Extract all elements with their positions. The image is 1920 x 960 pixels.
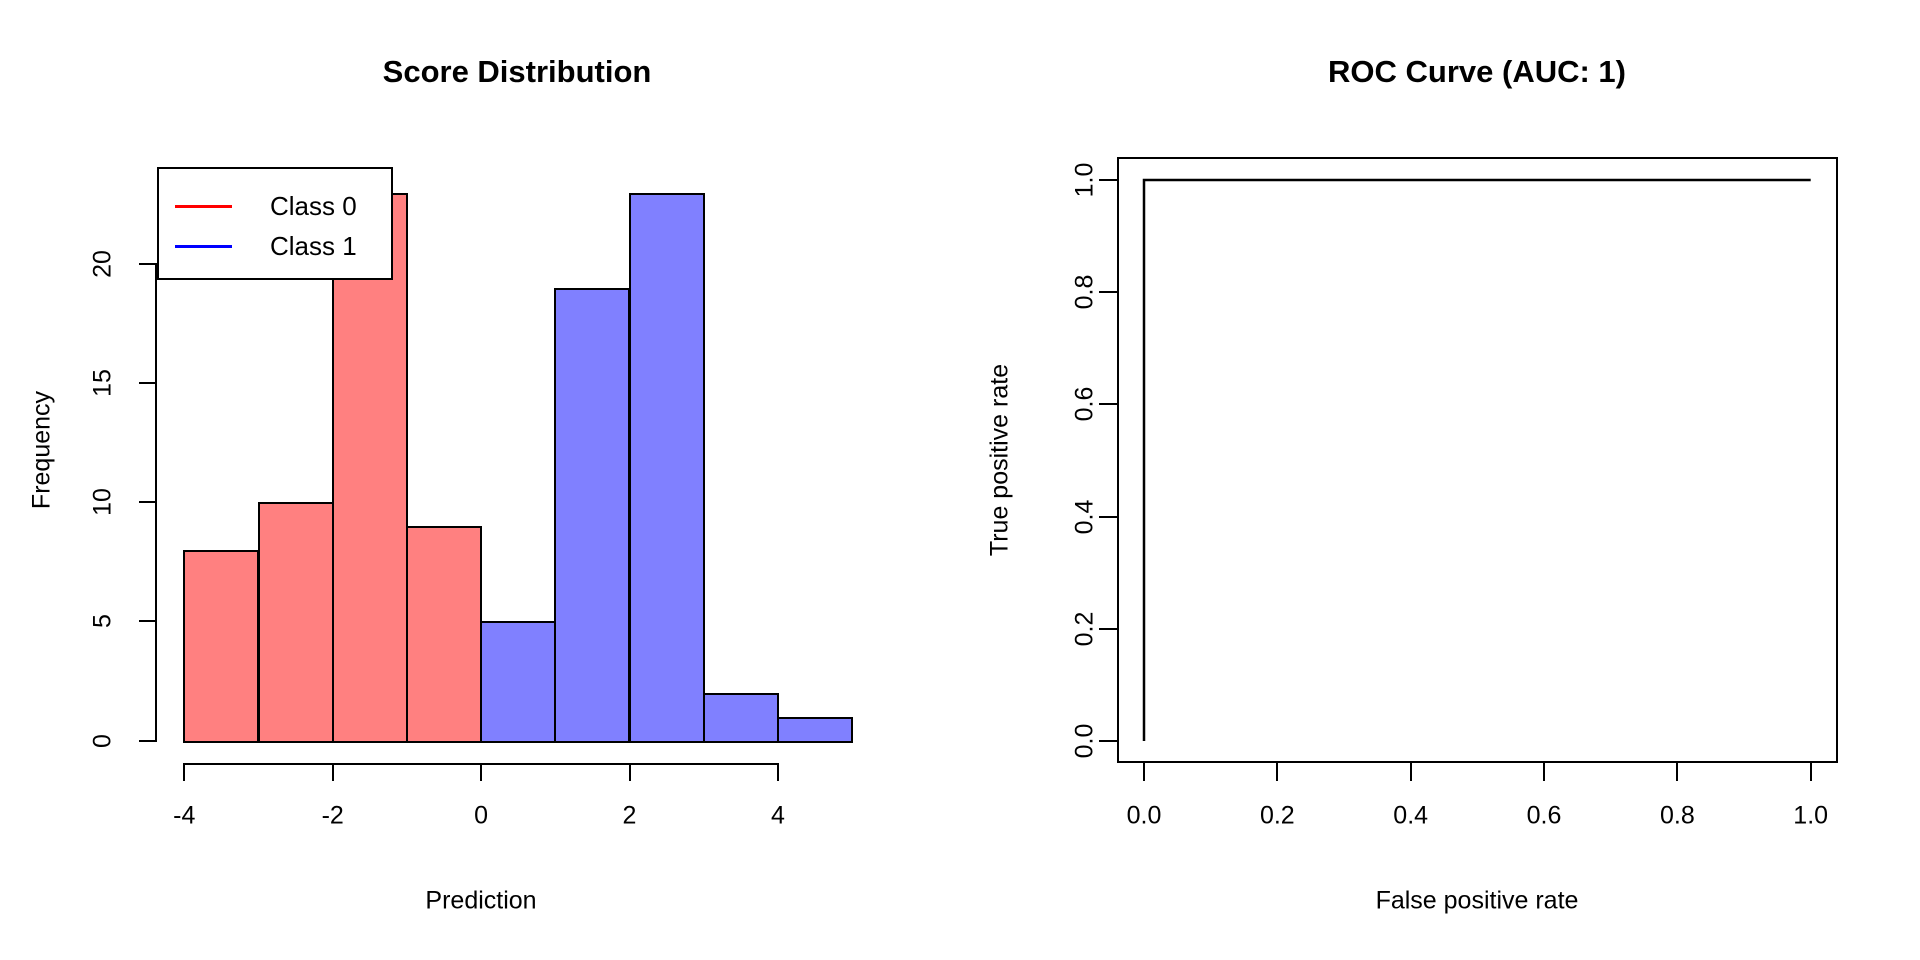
- right-plot-title: ROC Curve (AUC: 1): [1328, 54, 1626, 89]
- left-y-tick: [139, 620, 157, 623]
- right-y-tick: [1099, 403, 1117, 406]
- left-x-tick: [331, 763, 334, 781]
- left-x-tick: [480, 763, 483, 781]
- left-y-tick: [139, 263, 157, 265]
- right-x-tick-label: 1.0: [1793, 801, 1829, 830]
- right-x-tick-label: 0.8: [1659, 801, 1695, 830]
- left-plot-title: Score Distribution: [382, 54, 652, 89]
- right-x-tick-label: 0.2: [1259, 801, 1295, 830]
- legend-label-class0: Class 0: [270, 190, 357, 221]
- left-x-axis-label: Prediction: [425, 886, 537, 915]
- right-y-tick: [1099, 627, 1117, 630]
- left-x-tick: [628, 763, 631, 781]
- left-x-tick-label: 4: [770, 801, 785, 830]
- left-x-tick-label: 2: [622, 801, 637, 830]
- legend: Class 0 Class 1: [157, 167, 393, 280]
- right-x-tick: [1409, 763, 1412, 781]
- left-x-tick: [776, 763, 779, 781]
- right-x-tick: [1143, 763, 1145, 781]
- right-x-axis-label: False positive rate: [1375, 886, 1579, 915]
- right-y-tick: [1099, 291, 1117, 294]
- legend-item-class0: Class 0: [159, 186, 391, 226]
- class0-line-swatch: [175, 204, 232, 208]
- right-x-tick-label: 0.6: [1526, 801, 1562, 830]
- class1-line-swatch: [175, 244, 232, 248]
- right-x-tick-label: 0.4: [1393, 801, 1429, 830]
- legend-label-class1: Class 1: [270, 230, 357, 261]
- left-y-tick: [139, 382, 157, 385]
- score-distribution-plot: Score Distribution Prediction Frequency …: [28, 54, 854, 915]
- legend-item-class1: Class 1: [159, 226, 391, 266]
- left-y-tick: [139, 501, 157, 504]
- histogram-bar: [776, 716, 854, 743]
- right-y-tick: [1099, 740, 1117, 742]
- left-x-tick-label: -2: [321, 801, 344, 830]
- left-x-tick-label: 0: [474, 801, 489, 830]
- histogram-bar: [183, 549, 260, 743]
- histogram-bar: [331, 192, 408, 743]
- roc-plot-box: [1117, 157, 1838, 763]
- right-x-tick: [1543, 763, 1546, 781]
- left-x-tick-label: -4: [173, 801, 196, 830]
- right-y-tick: [1099, 179, 1117, 181]
- histogram-bar: [702, 692, 779, 743]
- right-x-tick: [1809, 763, 1812, 781]
- histogram-bar: [405, 526, 483, 743]
- histogram-bar: [628, 192, 705, 743]
- histogram-bar: [554, 287, 631, 743]
- right-y-tick: [1099, 515, 1117, 518]
- left-x-tick: [183, 763, 186, 781]
- right-x-tick-label: 0.0: [1126, 801, 1162, 830]
- left-y-tick: [139, 739, 157, 742]
- right-x-tick: [1276, 763, 1279, 781]
- right-x-tick: [1676, 763, 1679, 781]
